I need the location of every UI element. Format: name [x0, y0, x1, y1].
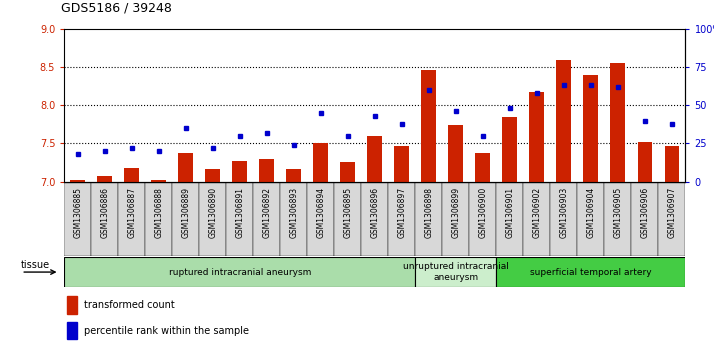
Text: GSM1306907: GSM1306907 [668, 187, 676, 238]
Bar [226, 183, 253, 256]
Text: percentile rank within the sample: percentile rank within the sample [84, 326, 249, 336]
Bar [368, 136, 382, 182]
Bar [476, 153, 491, 182]
Text: GSM1306892: GSM1306892 [262, 187, 271, 238]
Bar [199, 183, 226, 256]
Bar [334, 183, 361, 256]
Text: GSM1306891: GSM1306891 [236, 187, 244, 238]
Bar [578, 183, 605, 256]
Text: GSM1306886: GSM1306886 [100, 187, 109, 238]
Bar [361, 183, 388, 256]
Text: GSM1306898: GSM1306898 [424, 187, 433, 238]
Text: GSM1306889: GSM1306889 [181, 187, 191, 238]
Bar [206, 169, 220, 182]
Bar [119, 183, 145, 256]
Bar [496, 183, 523, 256]
Text: GSM1306905: GSM1306905 [613, 187, 623, 238]
Bar [151, 180, 166, 182]
Bar [178, 152, 193, 182]
Bar [665, 146, 679, 182]
Bar [172, 183, 199, 256]
Bar [503, 117, 518, 182]
Bar [416, 183, 443, 256]
Text: GSM1306888: GSM1306888 [154, 187, 164, 238]
Bar [145, 183, 172, 256]
Text: GSM1306903: GSM1306903 [559, 187, 568, 238]
Text: GSM1306897: GSM1306897 [398, 187, 406, 238]
Text: GSM1306899: GSM1306899 [451, 187, 461, 238]
Bar [421, 70, 436, 182]
Text: GSM1306893: GSM1306893 [289, 187, 298, 238]
Bar [313, 143, 328, 182]
Text: GSM1306904: GSM1306904 [586, 187, 595, 238]
Text: GSM1306896: GSM1306896 [371, 187, 379, 238]
Bar [388, 183, 416, 256]
Bar [550, 183, 578, 256]
Text: GSM1306906: GSM1306906 [640, 187, 650, 238]
Bar [286, 168, 301, 182]
Bar [605, 183, 631, 256]
Text: GSM1306894: GSM1306894 [316, 187, 326, 238]
Bar [67, 296, 76, 314]
Text: GSM1306887: GSM1306887 [127, 187, 136, 238]
Text: superficial temporal artery: superficial temporal artery [530, 268, 652, 277]
Bar [97, 176, 112, 182]
Bar [91, 183, 119, 256]
Text: GSM1306890: GSM1306890 [208, 187, 217, 238]
Text: ruptured intracranial aneurysm: ruptured intracranial aneurysm [169, 268, 311, 277]
Bar [394, 146, 409, 182]
Text: GSM1306900: GSM1306900 [478, 187, 488, 238]
Text: GSM1306885: GSM1306885 [74, 187, 82, 238]
Bar [530, 91, 544, 182]
Bar [71, 180, 85, 182]
Bar [124, 168, 139, 182]
Text: GSM1306895: GSM1306895 [343, 187, 352, 238]
Bar [67, 322, 76, 339]
Text: tissue: tissue [21, 260, 51, 270]
Text: transformed count: transformed count [84, 300, 175, 310]
Bar [64, 183, 91, 256]
Bar [307, 183, 334, 256]
Bar [448, 125, 463, 182]
Bar [443, 183, 469, 256]
Bar [341, 163, 356, 182]
Bar [253, 183, 281, 256]
Bar [232, 161, 247, 182]
Bar [64, 257, 416, 287]
Bar [631, 183, 658, 256]
Bar [583, 75, 598, 182]
Bar [496, 257, 685, 287]
Bar [469, 183, 496, 256]
Bar [658, 183, 685, 256]
Text: GSM1306901: GSM1306901 [506, 187, 514, 238]
Bar [281, 183, 307, 256]
Text: unruptured intracranial
aneurysm: unruptured intracranial aneurysm [403, 262, 509, 282]
Bar [523, 183, 550, 256]
Text: GDS5186 / 39248: GDS5186 / 39248 [61, 1, 171, 15]
Bar [416, 257, 496, 287]
Text: GSM1306902: GSM1306902 [533, 187, 541, 238]
Bar [610, 63, 625, 182]
Bar [259, 159, 274, 182]
Bar [556, 60, 571, 182]
Bar [638, 142, 653, 182]
